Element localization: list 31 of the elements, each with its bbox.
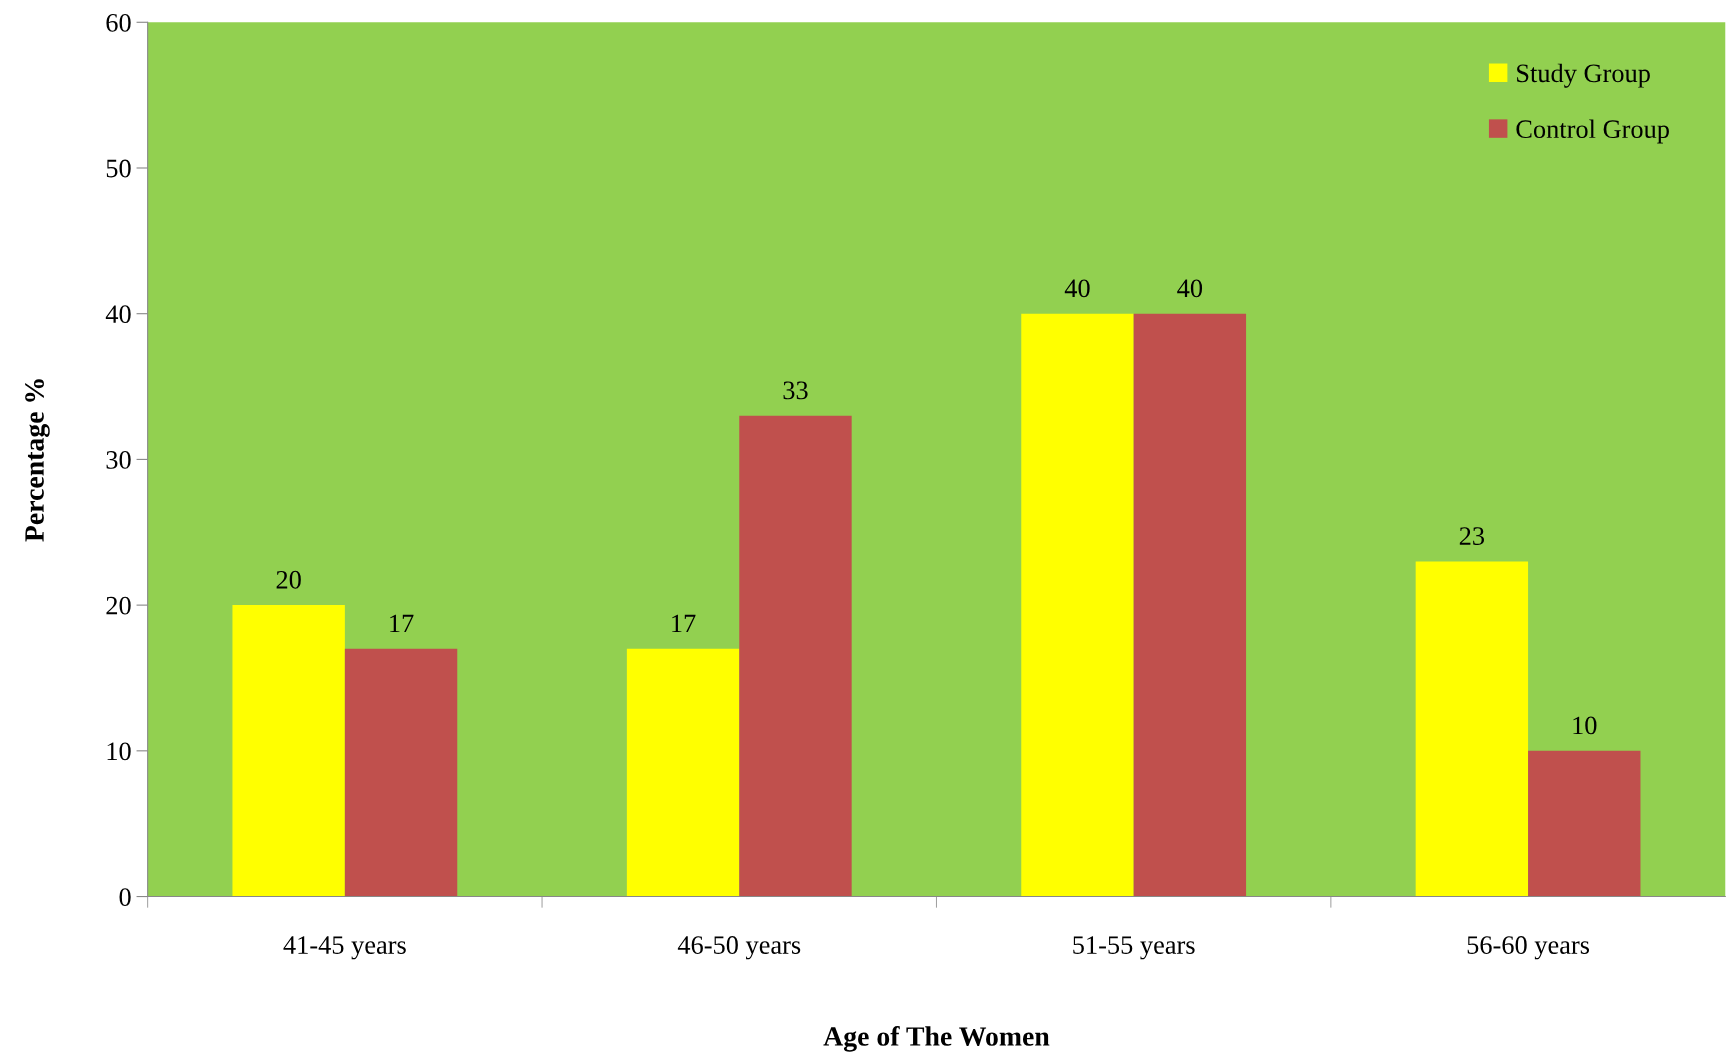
legend-label: Control Group (1516, 119, 1669, 144)
bar (1415, 561, 1529, 897)
y-axis-title: Percentage % (25, 379, 50, 542)
y-tick-label: 0 (119, 888, 131, 906)
data-label: 23 (1459, 527, 1485, 545)
data-label: 10 (1573, 716, 1597, 735)
bar (626, 648, 740, 897)
data-label: 17 (672, 614, 696, 633)
x-axis-title: Age of The Women (823, 1026, 1050, 1052)
y-tick-label: 30 (106, 451, 131, 469)
legend-label: Study Group (1517, 63, 1650, 88)
data-label: 17 (390, 614, 414, 633)
x-tick-label: 56-60 years (1467, 936, 1590, 960)
y-tick-label: 40 (105, 305, 131, 324)
bar (1528, 750, 1641, 897)
bar (739, 415, 852, 897)
data-label: 20 (276, 570, 301, 589)
bar (232, 605, 345, 897)
data-label: 33 (783, 381, 808, 400)
y-tick-label: 20 (106, 596, 131, 615)
x-tick-label: 51-55 years (1073, 936, 1195, 960)
x-tick-label: 46-50 years (677, 936, 801, 960)
y-tick-label: 60 (106, 13, 131, 32)
data-label: 40 (1177, 279, 1203, 298)
bar (1133, 313, 1247, 897)
x-tick-label: 41-45 years (283, 936, 406, 960)
data-label: 40 (1064, 279, 1090, 298)
y-tick-label: 10 (107, 742, 131, 761)
bar (344, 648, 458, 897)
bar (1021, 313, 1134, 897)
y-tick-label: 50 (106, 159, 131, 178)
